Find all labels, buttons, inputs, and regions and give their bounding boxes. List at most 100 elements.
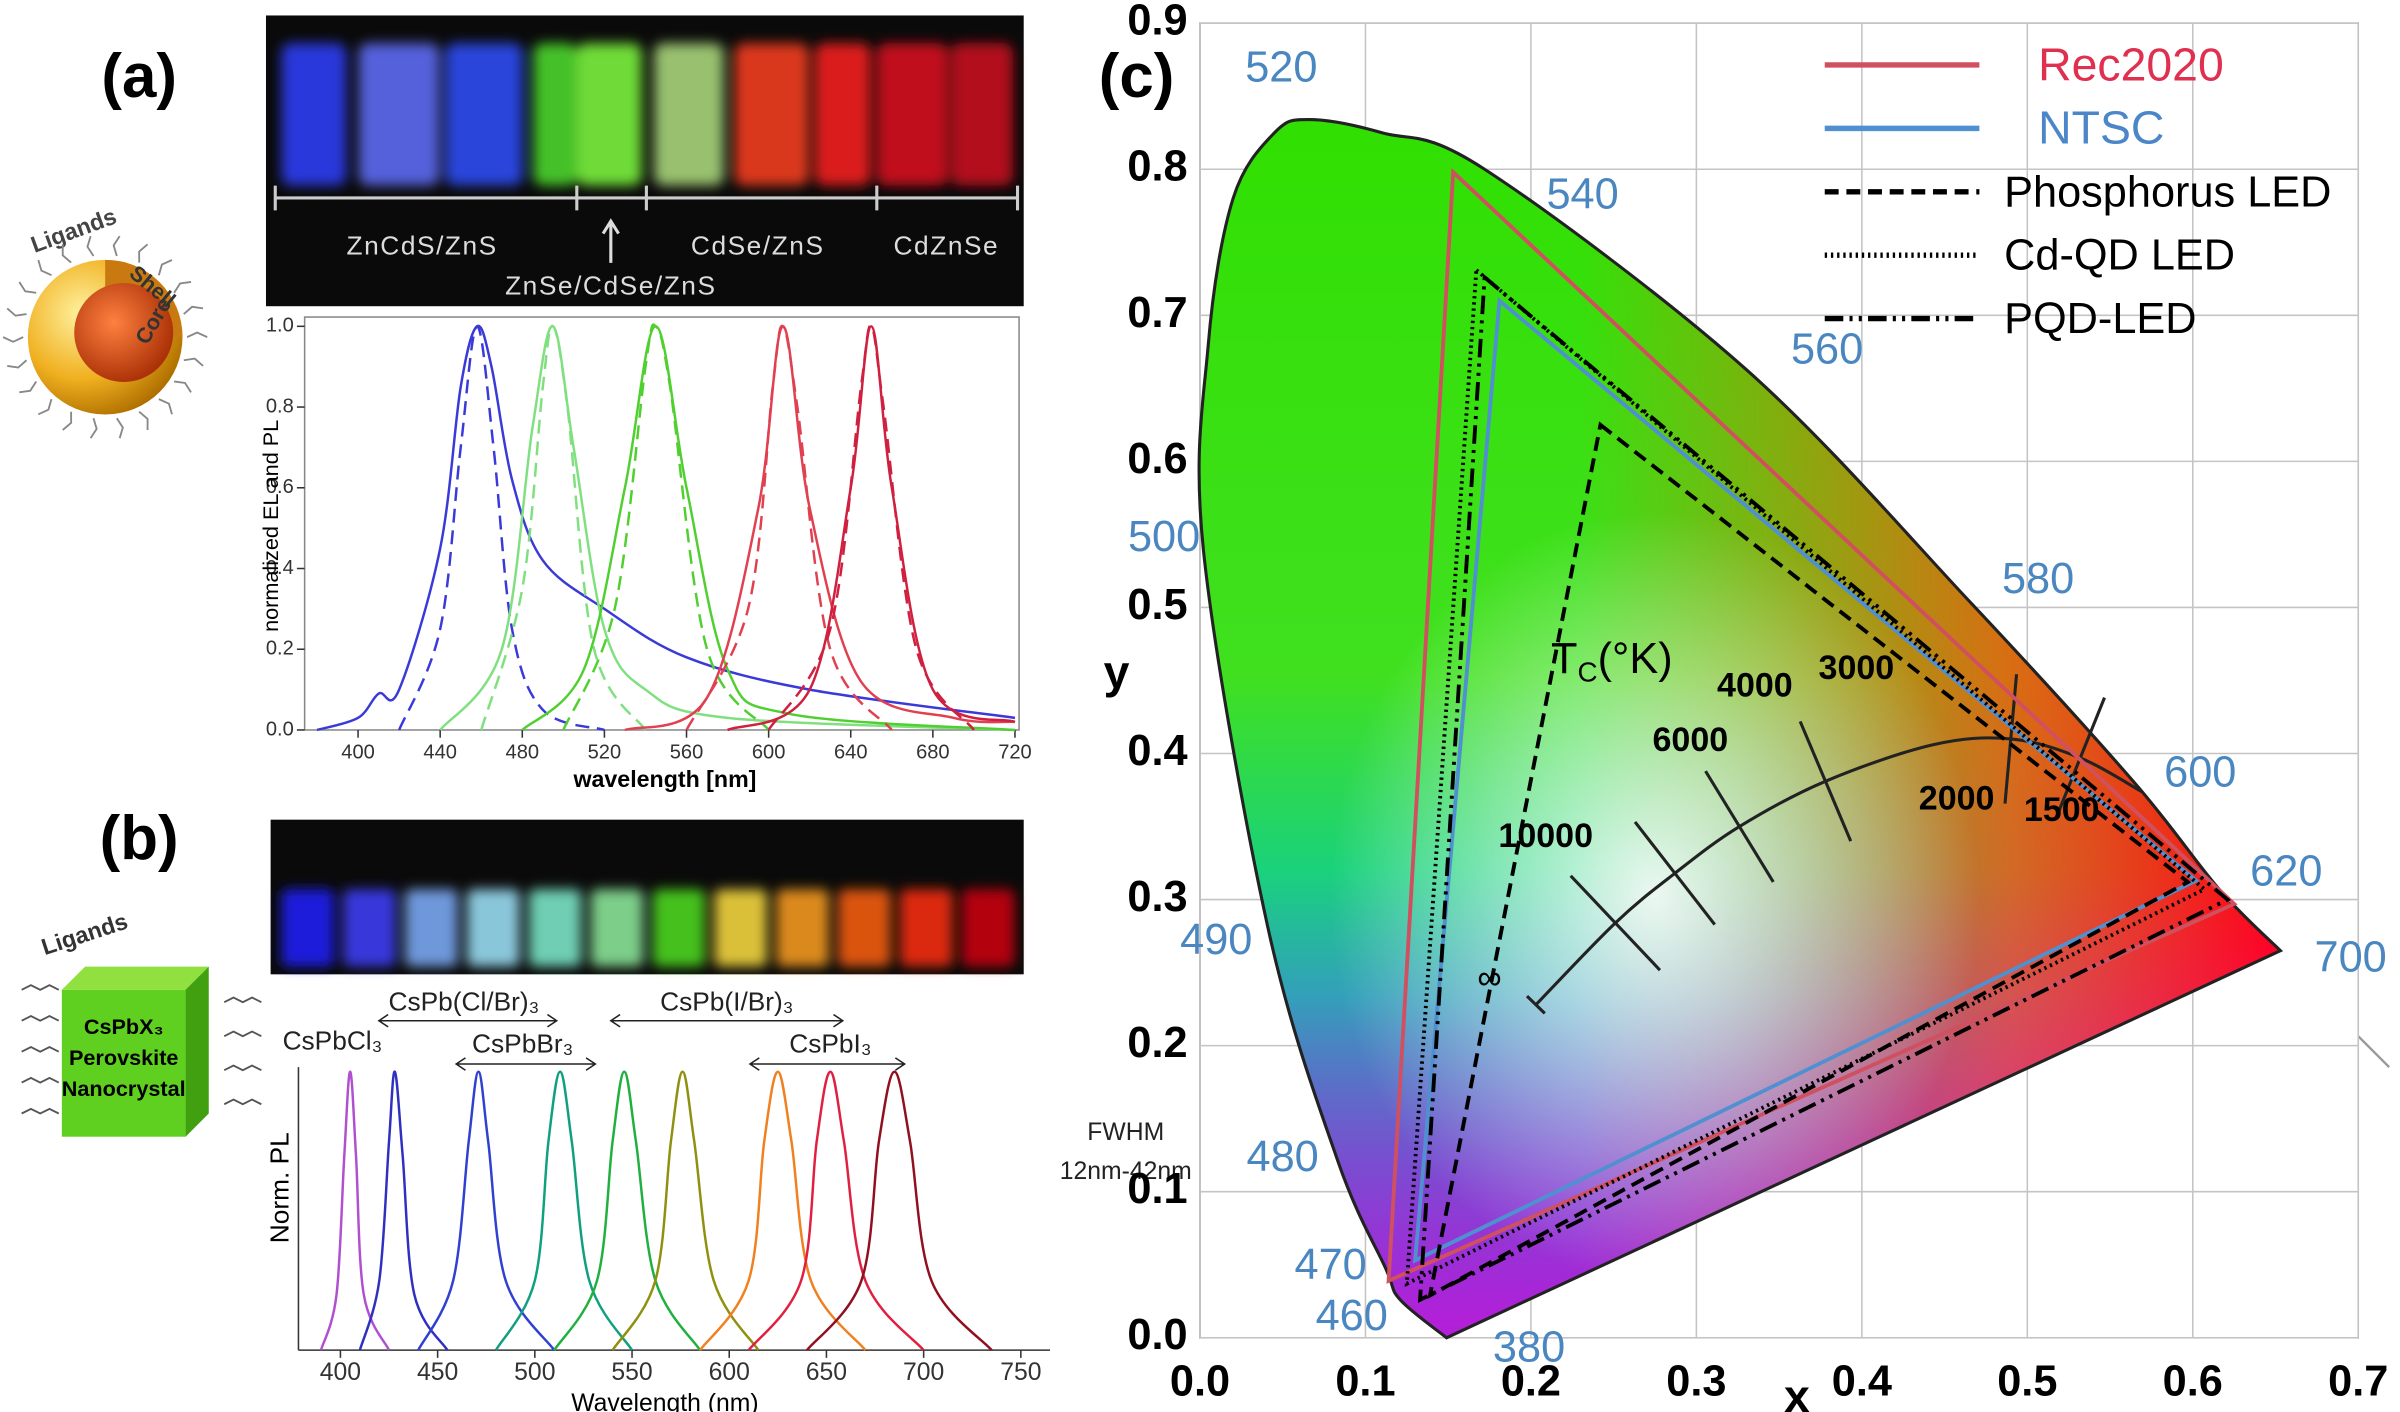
x-tick-label: 700 [903, 1359, 944, 1386]
x-tick-label: 0.0 [1170, 1358, 1230, 1406]
y-axis-label: y [1104, 646, 1130, 698]
wavelength-label: 620 [2250, 847, 2322, 895]
isotherm [1525, 995, 1546, 1015]
isotherm [1633, 821, 1716, 926]
ligand [173, 380, 192, 393]
ligand [138, 243, 149, 263]
y-tick-label: 0.6 [1127, 435, 1187, 483]
vial [876, 43, 948, 186]
vial [714, 889, 768, 967]
core [74, 283, 174, 382]
x-tick-label: 0.5 [1997, 1358, 2057, 1406]
ligand [37, 398, 53, 416]
ligands-label: Ligands [38, 908, 131, 960]
ligand [21, 1015, 60, 1022]
y-tick-label: 0.8 [266, 395, 294, 417]
vial [734, 43, 809, 186]
isotherm [1704, 770, 1775, 883]
spectrum-line [767, 324, 975, 731]
y-tick-label: 0.0 [1127, 1311, 1187, 1359]
annotation: CsPbBr₃ [472, 1028, 573, 1058]
x-tick-label: 520 [588, 741, 622, 763]
range-arrow [454, 1057, 597, 1071]
ligand [183, 357, 204, 367]
x-tick-label: 650 [806, 1359, 847, 1386]
ligand [18, 281, 37, 294]
y-tick-label: 0.4 [1127, 727, 1187, 775]
vial [343, 889, 396, 967]
arrow [601, 218, 620, 263]
wavelength-label: 580 [2002, 555, 2074, 603]
spectrum-line [747, 1070, 925, 1351]
temperature-label: 4000 [1717, 666, 1793, 704]
temperature-label: 2000 [1919, 780, 1995, 818]
annotation: FWHM [1087, 1119, 1164, 1146]
temperature-label: 6000 [1653, 721, 1729, 759]
spectrum-line [358, 1070, 449, 1351]
y-tick-label: 0.3 [1127, 873, 1187, 921]
vial [467, 889, 520, 967]
wavelength-label: 700 [2315, 933, 2387, 981]
x-tick-label: 0.7 [2328, 1358, 2388, 1406]
legend-label: Rec2020 [2038, 38, 2224, 90]
wavelength-label: 600 [2164, 749, 2236, 797]
cube-text: CsPbX₃ [84, 1014, 164, 1039]
y-tick-label: 0.0 [266, 718, 294, 740]
y-tick-label: 0.4 [266, 557, 294, 579]
temperature-label: 1500 [2024, 791, 2100, 829]
ligand [62, 411, 73, 431]
ligand [6, 307, 27, 317]
legend-label: NTSC [2038, 102, 2164, 154]
y-tick-label: 0.9 [1127, 0, 1187, 45]
x-tick-label: 400 [341, 741, 375, 763]
y-tick-label: 0.7 [1127, 289, 1187, 337]
ligand [19, 380, 37, 394]
vial [590, 889, 644, 967]
ligand [21, 1107, 60, 1115]
x-tick-label: 0.4 [1832, 1358, 1892, 1406]
ligand [186, 331, 208, 338]
wavelength-label: 540 [1546, 171, 1618, 219]
wavelength-label: 490 [1180, 916, 1252, 964]
x-tick-label: 640 [834, 741, 868, 763]
ligand [223, 1030, 262, 1038]
legend-label: Phosphorus LED [2004, 168, 2331, 216]
planck-title: TC(°K) [1551, 635, 1673, 687]
ligand [223, 1098, 262, 1106]
planck-title-rest: (°K) [1598, 635, 1673, 683]
photo-label: ZnSe/CdSe/ZnS [505, 271, 716, 301]
range-arrow [609, 1013, 845, 1028]
spectrum-line [480, 324, 647, 731]
vial [900, 889, 953, 967]
y-axis-label: normalized EL and PL [258, 420, 283, 632]
temperature-label: 3000 [1819, 649, 1895, 687]
gamut-triangle [1412, 296, 2200, 1264]
planck-title-sub: C [1577, 657, 1597, 688]
panel-label: (b) [100, 804, 179, 873]
qd-schematic: Ligands Shell Core [2, 203, 208, 439]
y-tick-label: 0.6 [266, 476, 294, 498]
spectrum-line [319, 1070, 391, 1351]
x-tick-label: 450 [417, 1359, 458, 1386]
photo-label: ZnCdS/ZnS [347, 230, 498, 260]
vial [838, 889, 891, 967]
x-tick-label: 0.1 [1335, 1358, 1395, 1406]
y-tick-label: 1.0 [266, 315, 294, 337]
y-tick-label: 0.2 [266, 638, 294, 660]
panel-label: (c) [1099, 42, 1175, 111]
vial [814, 43, 871, 186]
ligand [86, 235, 95, 257]
panel-label: (a) [101, 42, 177, 111]
x-tick-label: 680 [916, 741, 950, 763]
x-tick-label: 400 [320, 1359, 361, 1386]
vial [445, 43, 523, 186]
spectrum-line [806, 1070, 993, 1351]
temperature-label: 10000 [1498, 817, 1593, 855]
wavelength-label: 500 [1128, 513, 1200, 561]
spectrum-line [397, 325, 605, 732]
ligand [37, 259, 52, 277]
ligand [2, 336, 24, 343]
ligand [116, 417, 124, 439]
photo-label: CdZnSe [894, 230, 1000, 260]
